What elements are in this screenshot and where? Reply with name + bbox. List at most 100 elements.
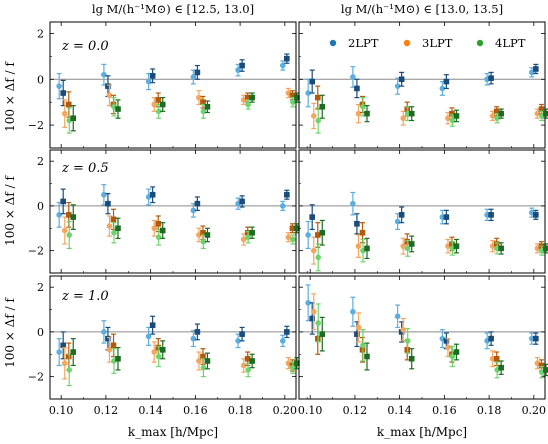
panel-r3-c1-point-2lpt-dark xyxy=(105,335,111,342)
panel-r1-c2-point-4lpt-dark xyxy=(498,110,504,117)
y-axis-label-row-2: 100 × Δf / f xyxy=(3,175,17,246)
panel-r1-c1-point-3lpt-dark xyxy=(200,99,206,105)
panel-r3-c2-point-3lpt-light xyxy=(445,344,451,351)
x-tick-label: 0.14 xyxy=(138,404,163,417)
x-tick-label: 0.10 xyxy=(298,404,323,417)
panel-r2-c1-point-4lpt-dark xyxy=(159,227,166,234)
panel-r1-c2-point-2lpt-dark xyxy=(398,76,405,83)
panel-r1-c1-point-3lpt-light xyxy=(106,92,113,99)
panel-r1-c2-point-2lpt-dark xyxy=(533,66,539,72)
panel-r3-c1-point-2lpt-dark xyxy=(194,329,201,335)
panel-r3-c1-point-2lpt-dark xyxy=(284,329,290,335)
panel-r3-c1-point-2lpt-light xyxy=(190,335,197,342)
panel-r2-c2-point-4lpt-light xyxy=(315,254,322,261)
panel-r1-c1-point-4lpt-light xyxy=(155,108,162,115)
panel-r3-c2-point-4lpt-light xyxy=(404,338,411,344)
panel-r1-c2-point-2lpt-light xyxy=(439,85,446,92)
row-label-z1: z = 1.0 xyxy=(61,289,109,304)
panel-r1-c1-point-4lpt-dark xyxy=(159,101,166,108)
panel-r1-c2-point-4lpt-light xyxy=(360,103,366,110)
panel-r3-c2-point-4lpt-dark xyxy=(408,355,415,362)
panel-r2-c2-point-4lpt-dark xyxy=(408,241,415,247)
panel-r2-c2-point-4lpt-dark xyxy=(498,245,504,252)
panel-r2-c2-point-3lpt-light xyxy=(310,247,317,254)
panel-r1-c1-point-3lpt-light xyxy=(61,110,68,117)
panel-r2-c1-point-2lpt-dark xyxy=(194,200,201,207)
panel-r2-c1-point-3lpt-dark xyxy=(65,212,72,218)
panel-r2-c1-point-3lpt-light xyxy=(61,227,68,234)
row-label-z05: z = 0.5 xyxy=(61,161,109,176)
panel-r1-c1-point-2lpt-light xyxy=(190,74,197,80)
panel-r1-c2-point-2lpt-light xyxy=(305,90,311,96)
panel-r3-c1-point-4lpt-light xyxy=(290,364,296,371)
x-axis-label-left: k_max [h/Mpc] xyxy=(128,425,218,439)
panel-r1-c1-point-3lpt-dark xyxy=(65,101,72,108)
panel-r3-c2-point-4lpt-light xyxy=(360,342,366,349)
panel-r2-c1-point-4lpt-dark xyxy=(70,214,77,220)
column-title-right: lg M/(h⁻¹M⊙) ∈ [13.0, 13.5] xyxy=(341,2,503,16)
panel-r2-c1-point-4lpt-light xyxy=(66,232,73,238)
panel-r3-c2-point-2lpt-light xyxy=(394,313,401,320)
panel-r3-c2-point-2lpt-dark xyxy=(309,315,315,322)
panel-r3-c2-point-4lpt-dark xyxy=(319,331,326,337)
panel-r3-c1-point-2lpt-light xyxy=(56,349,62,355)
panel-r1-c1-point-4lpt-light xyxy=(290,99,296,105)
panel-r3-c1-point-4lpt-dark xyxy=(204,358,211,364)
panel-r1-c2-point-2lpt-dark xyxy=(488,75,494,81)
y-axis-label-row-3: 100 × Δf / f xyxy=(3,297,17,368)
panel-r1-c1-point-3lpt-light xyxy=(151,101,158,108)
panel-r1-c2-point-3lpt-dark xyxy=(538,106,545,112)
panel-r1-c2-point-2lpt-dark xyxy=(443,78,450,85)
panel-r3-c1-point-4lpt-dark xyxy=(115,355,121,362)
panel-r1-c1-point-4lpt-dark xyxy=(70,115,77,122)
panel-r2-c2-point-4lpt-dark xyxy=(319,229,326,236)
y-tick-label: −2 xyxy=(28,245,44,258)
panel-r2-c1-point-3lpt-dark xyxy=(155,221,162,227)
panel-r1-c1-point-2lpt-light xyxy=(235,67,241,73)
panel-r3-c1-point-2lpt-light xyxy=(101,329,107,335)
panel-r2-c1-point-3lpt-dark xyxy=(289,225,296,232)
panel-r2-c1-point-2lpt-dark xyxy=(284,191,290,198)
panel-r1-c2-point-4lpt-dark xyxy=(319,103,326,110)
legend: 2LPT 3LPT 4LPT xyxy=(329,36,526,50)
legend-marker-3lpt xyxy=(403,39,411,47)
y-tick-label: −2 xyxy=(28,371,44,384)
panel-r3-c2-point-2lpt-dark xyxy=(533,335,539,342)
panel-r3-c1-point-3lpt-light xyxy=(61,360,68,367)
panel-r3-c1-point-2lpt-dark xyxy=(60,342,66,349)
panel-r2-c1-point-2lpt-dark xyxy=(105,200,111,207)
panel-r2-c1-point-4lpt-light xyxy=(155,234,162,241)
panel-r2-c1-point-4lpt-dark xyxy=(204,232,211,238)
panel-r2-c1-point-3lpt-light xyxy=(240,236,247,243)
panel-r3-c1-point-3lpt-light xyxy=(240,362,247,369)
panel-r1-c1-point-2lpt-dark xyxy=(239,62,245,69)
panel-r2-c2-point-2lpt-dark xyxy=(533,212,539,218)
panel-r2-c1-point-2lpt-light xyxy=(280,203,286,209)
panel-r1-c1-point-2lpt-light xyxy=(145,78,152,85)
panel-r2-c2-frame xyxy=(298,149,546,274)
panel-r2-c2-point-3lpt-light xyxy=(355,243,362,249)
panel-r2-c1-point-3lpt-light xyxy=(106,223,113,229)
y-axis-label-row-1: 100 × Δf / f xyxy=(3,61,17,132)
x-tick-label: 0.14 xyxy=(387,404,412,417)
panel-r3-c1-point-2lpt-dark xyxy=(149,322,156,328)
x-tick-label: 0.16 xyxy=(183,404,208,417)
panel-r3-c2-point-3lpt-dark xyxy=(493,355,500,362)
panel-r2-c2-point-4lpt-light xyxy=(404,245,411,252)
x-tick-label: 0.12 xyxy=(343,404,368,417)
panel-r2-c1-point-4lpt-light xyxy=(290,236,296,243)
panel-r2-c1-point-3lpt-dark xyxy=(110,216,117,223)
panel-r2-c1-point-4lpt-dark xyxy=(294,225,300,232)
panel-r1-c1-point-4lpt-dark xyxy=(294,94,300,101)
panel-r1-c1-point-3lpt-light xyxy=(196,94,202,101)
panel-r1-c1-point-4lpt-dark xyxy=(115,106,121,112)
panel-r2-c1-point-3lpt-light xyxy=(151,225,158,232)
panel-r2-c1-point-4lpt-light xyxy=(200,238,207,245)
panel-r1-c1-point-2lpt-light xyxy=(280,62,286,69)
panel-r2-c2-point-2lpt-dark xyxy=(443,214,450,220)
panel-r3-c1-point-2lpt-light xyxy=(280,338,286,344)
panel-r2-c2-point-4lpt-dark xyxy=(543,245,548,252)
panel-r3-c1-point-4lpt-light xyxy=(245,367,251,373)
